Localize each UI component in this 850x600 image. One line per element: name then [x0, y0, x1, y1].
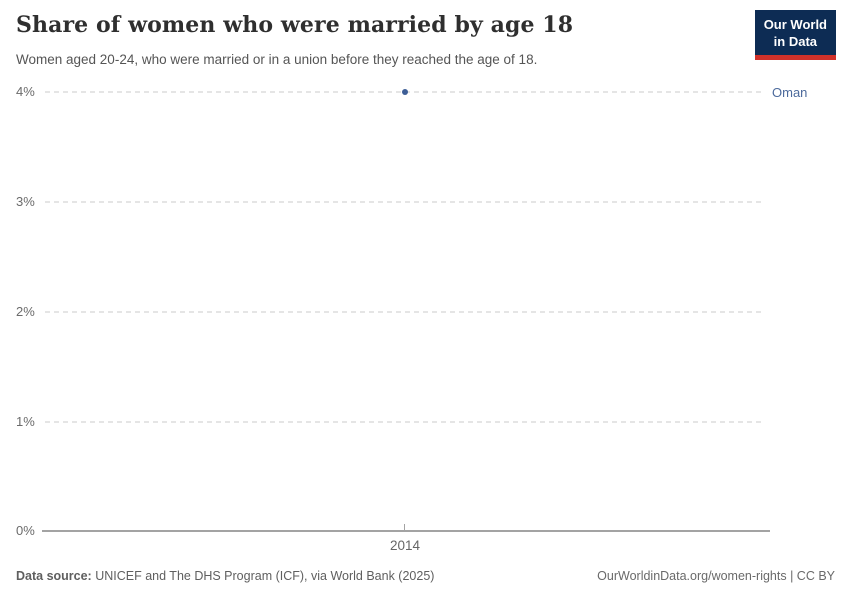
page-title: Share of women who were married by age 1…	[16, 12, 574, 38]
chart-footer: Data source: UNICEF and The DHS Program …	[16, 569, 835, 583]
x-axis-line	[42, 530, 770, 532]
gridline-2pct	[45, 311, 765, 313]
y-tick-label-2pct: 2%	[16, 304, 35, 319]
chart-subtitle: Women aged 20-24, who were married or in…	[16, 52, 538, 67]
data-source-note: Data source: UNICEF and The DHS Program …	[16, 569, 434, 583]
data-source-text: UNICEF and The DHS Program (ICF), via Wo…	[91, 569, 435, 583]
y-tick-label-1pct: 1%	[16, 414, 35, 429]
data-point-oman-2014[interactable]	[402, 89, 408, 95]
owid-logo[interactable]: Our World in Data	[754, 10, 836, 60]
data-source-label: Data source:	[16, 569, 92, 583]
gridline-3pct	[45, 201, 765, 203]
x-tick-label-2014: 2014	[389, 538, 421, 553]
gridline-1pct	[45, 421, 765, 423]
owid-logo-line2: in Data	[773, 33, 818, 49]
y-tick-label-0pct: 0%	[16, 523, 35, 538]
entity-label-oman[interactable]: Oman	[772, 85, 808, 100]
x-axis-tick-2014	[404, 524, 405, 531]
y-tick-label-3pct: 3%	[16, 194, 35, 209]
owid-logo-line1: Our World	[763, 17, 827, 32]
y-tick-label-4pct: 4%	[16, 84, 35, 99]
attribution-link[interactable]: OurWorldinData.org/women-rights | CC BY	[597, 569, 835, 583]
